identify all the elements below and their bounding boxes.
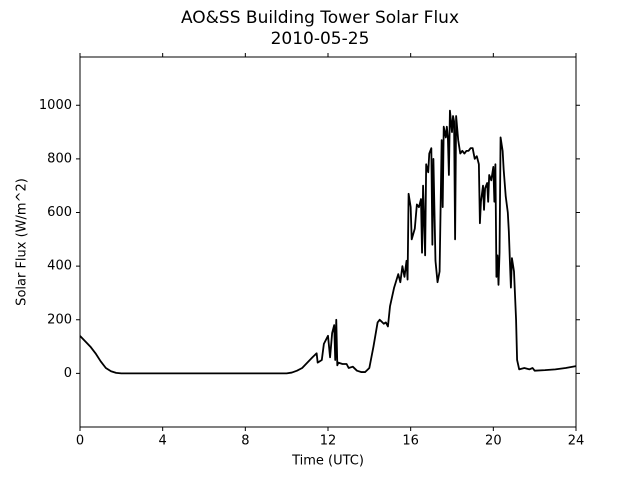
y-tick-label: 600 bbox=[47, 205, 72, 220]
x-tick-label: 12 bbox=[320, 434, 337, 449]
series-line bbox=[79, 109, 577, 375]
x-tick-label: 24 bbox=[568, 434, 585, 449]
x-tick-label: 16 bbox=[402, 434, 419, 449]
y-tick-label: 1000 bbox=[39, 98, 72, 113]
chart-subtitle: 2010-05-25 bbox=[271, 29, 370, 49]
x-tick-label: 0 bbox=[76, 434, 84, 449]
x-tick-label: 4 bbox=[159, 434, 167, 449]
x-axis-label: Time (UTC) bbox=[291, 454, 364, 469]
chart-title: AO&SS Building Tower Solar Flux bbox=[181, 8, 459, 28]
y-axis-label: Solar Flux (W/m^2) bbox=[15, 178, 30, 306]
x-tick-label: 8 bbox=[241, 434, 249, 449]
y-tick-label: 800 bbox=[47, 151, 72, 166]
y-tick-label: 400 bbox=[47, 259, 72, 274]
x-tick-label: 20 bbox=[485, 434, 502, 449]
plot-frame bbox=[79, 56, 577, 428]
y-tick-label: 0 bbox=[64, 366, 72, 381]
y-tick-label: 200 bbox=[47, 312, 72, 327]
